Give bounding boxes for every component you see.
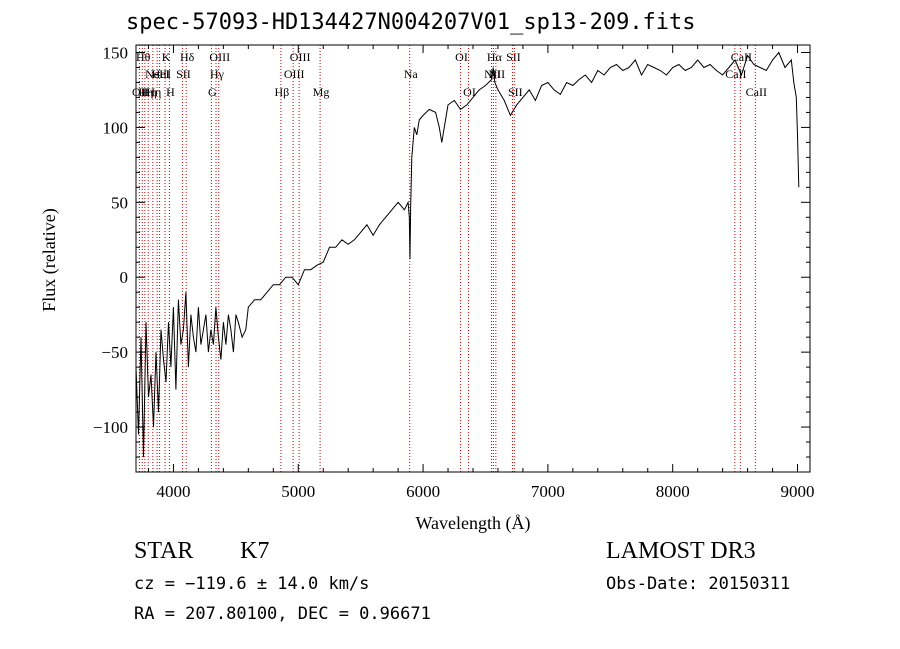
x-tick-label: 5000	[281, 482, 315, 501]
line-marker-label: Na	[404, 67, 419, 81]
line-marker-label: OI	[455, 50, 468, 64]
line-marker-label: CaII	[731, 50, 752, 64]
line-marker-label: Hγ	[210, 67, 225, 81]
line-marker-label: Hη	[146, 85, 161, 99]
x-tick-label: 6000	[406, 482, 440, 501]
line-marker-label: Hη	[142, 85, 157, 99]
line-marker-label: H	[166, 85, 175, 99]
line-marker-label: OIII	[209, 50, 230, 64]
line-marker-group: OIIHθHηHηHηNeIIIHeIKHSIIHδGHγOIIIHβOIIIO…	[132, 45, 767, 472]
line-marker-label: Hβ	[275, 85, 290, 99]
chart-title: spec-57093-HD134427N004207V01_sp13-209.f…	[126, 10, 696, 35]
line-marker-label: OI	[463, 85, 476, 99]
line-marker-label: K	[162, 50, 171, 64]
plot-frame	[135, 44, 811, 473]
x-tick-label: 7000	[531, 482, 565, 501]
line-marker-label: Hθ	[136, 50, 151, 64]
survey-name: LAMOST DR3	[606, 538, 756, 564]
line-marker-label: Hα	[487, 50, 503, 64]
line-marker-label: OIII	[290, 50, 311, 64]
obs-date: Obs-Date: 20150311	[606, 574, 791, 594]
line-marker-label: SII	[508, 85, 523, 99]
object-class: STAR	[134, 538, 194, 564]
x-tick-label: 4000	[156, 482, 190, 501]
line-marker-label: SII	[176, 67, 191, 81]
y-tick-label: 100	[103, 118, 129, 137]
x-axis: 4000 5000 6000 7000 8000 9000	[147, 45, 815, 501]
line-marker-label: NII	[489, 67, 506, 81]
line-marker-label: OIII	[284, 67, 305, 81]
y-tick-label: 50	[111, 193, 128, 212]
coordinates: RA = 207.80100, DEC = 0.96671	[134, 604, 431, 624]
redshift-info: cz = −119.6 ± 14.0 km/s	[134, 574, 370, 594]
line-marker-label: CaII	[746, 85, 767, 99]
x-tick-label: 8000	[656, 482, 690, 501]
line-marker-label: SII	[506, 50, 521, 64]
line-marker-label: CaII	[725, 67, 746, 81]
line-marker-label: NeIII	[145, 67, 171, 81]
line-marker-label: G	[208, 85, 217, 99]
x-axis-label: Wavelength (Å)	[415, 513, 530, 534]
y-tick-label: 0	[120, 268, 129, 287]
line-marker-label: HeI	[152, 67, 170, 81]
y-tick-label: −50	[101, 343, 128, 362]
y-tick-label: 150	[103, 43, 129, 62]
spectrum-line	[135, 51, 800, 458]
line-marker-label: Hη	[138, 85, 153, 99]
x-tick-label: 9000	[781, 482, 815, 501]
object-subclass: K7	[240, 538, 270, 564]
y-tick-label: −100	[93, 418, 128, 437]
line-marker-label: Hδ	[180, 50, 195, 64]
y-axis-label: Flux (relative)	[39, 208, 60, 311]
y-axis: −100 −50 0 50 100 150	[93, 43, 810, 458]
line-marker-label: Mg	[313, 85, 330, 99]
